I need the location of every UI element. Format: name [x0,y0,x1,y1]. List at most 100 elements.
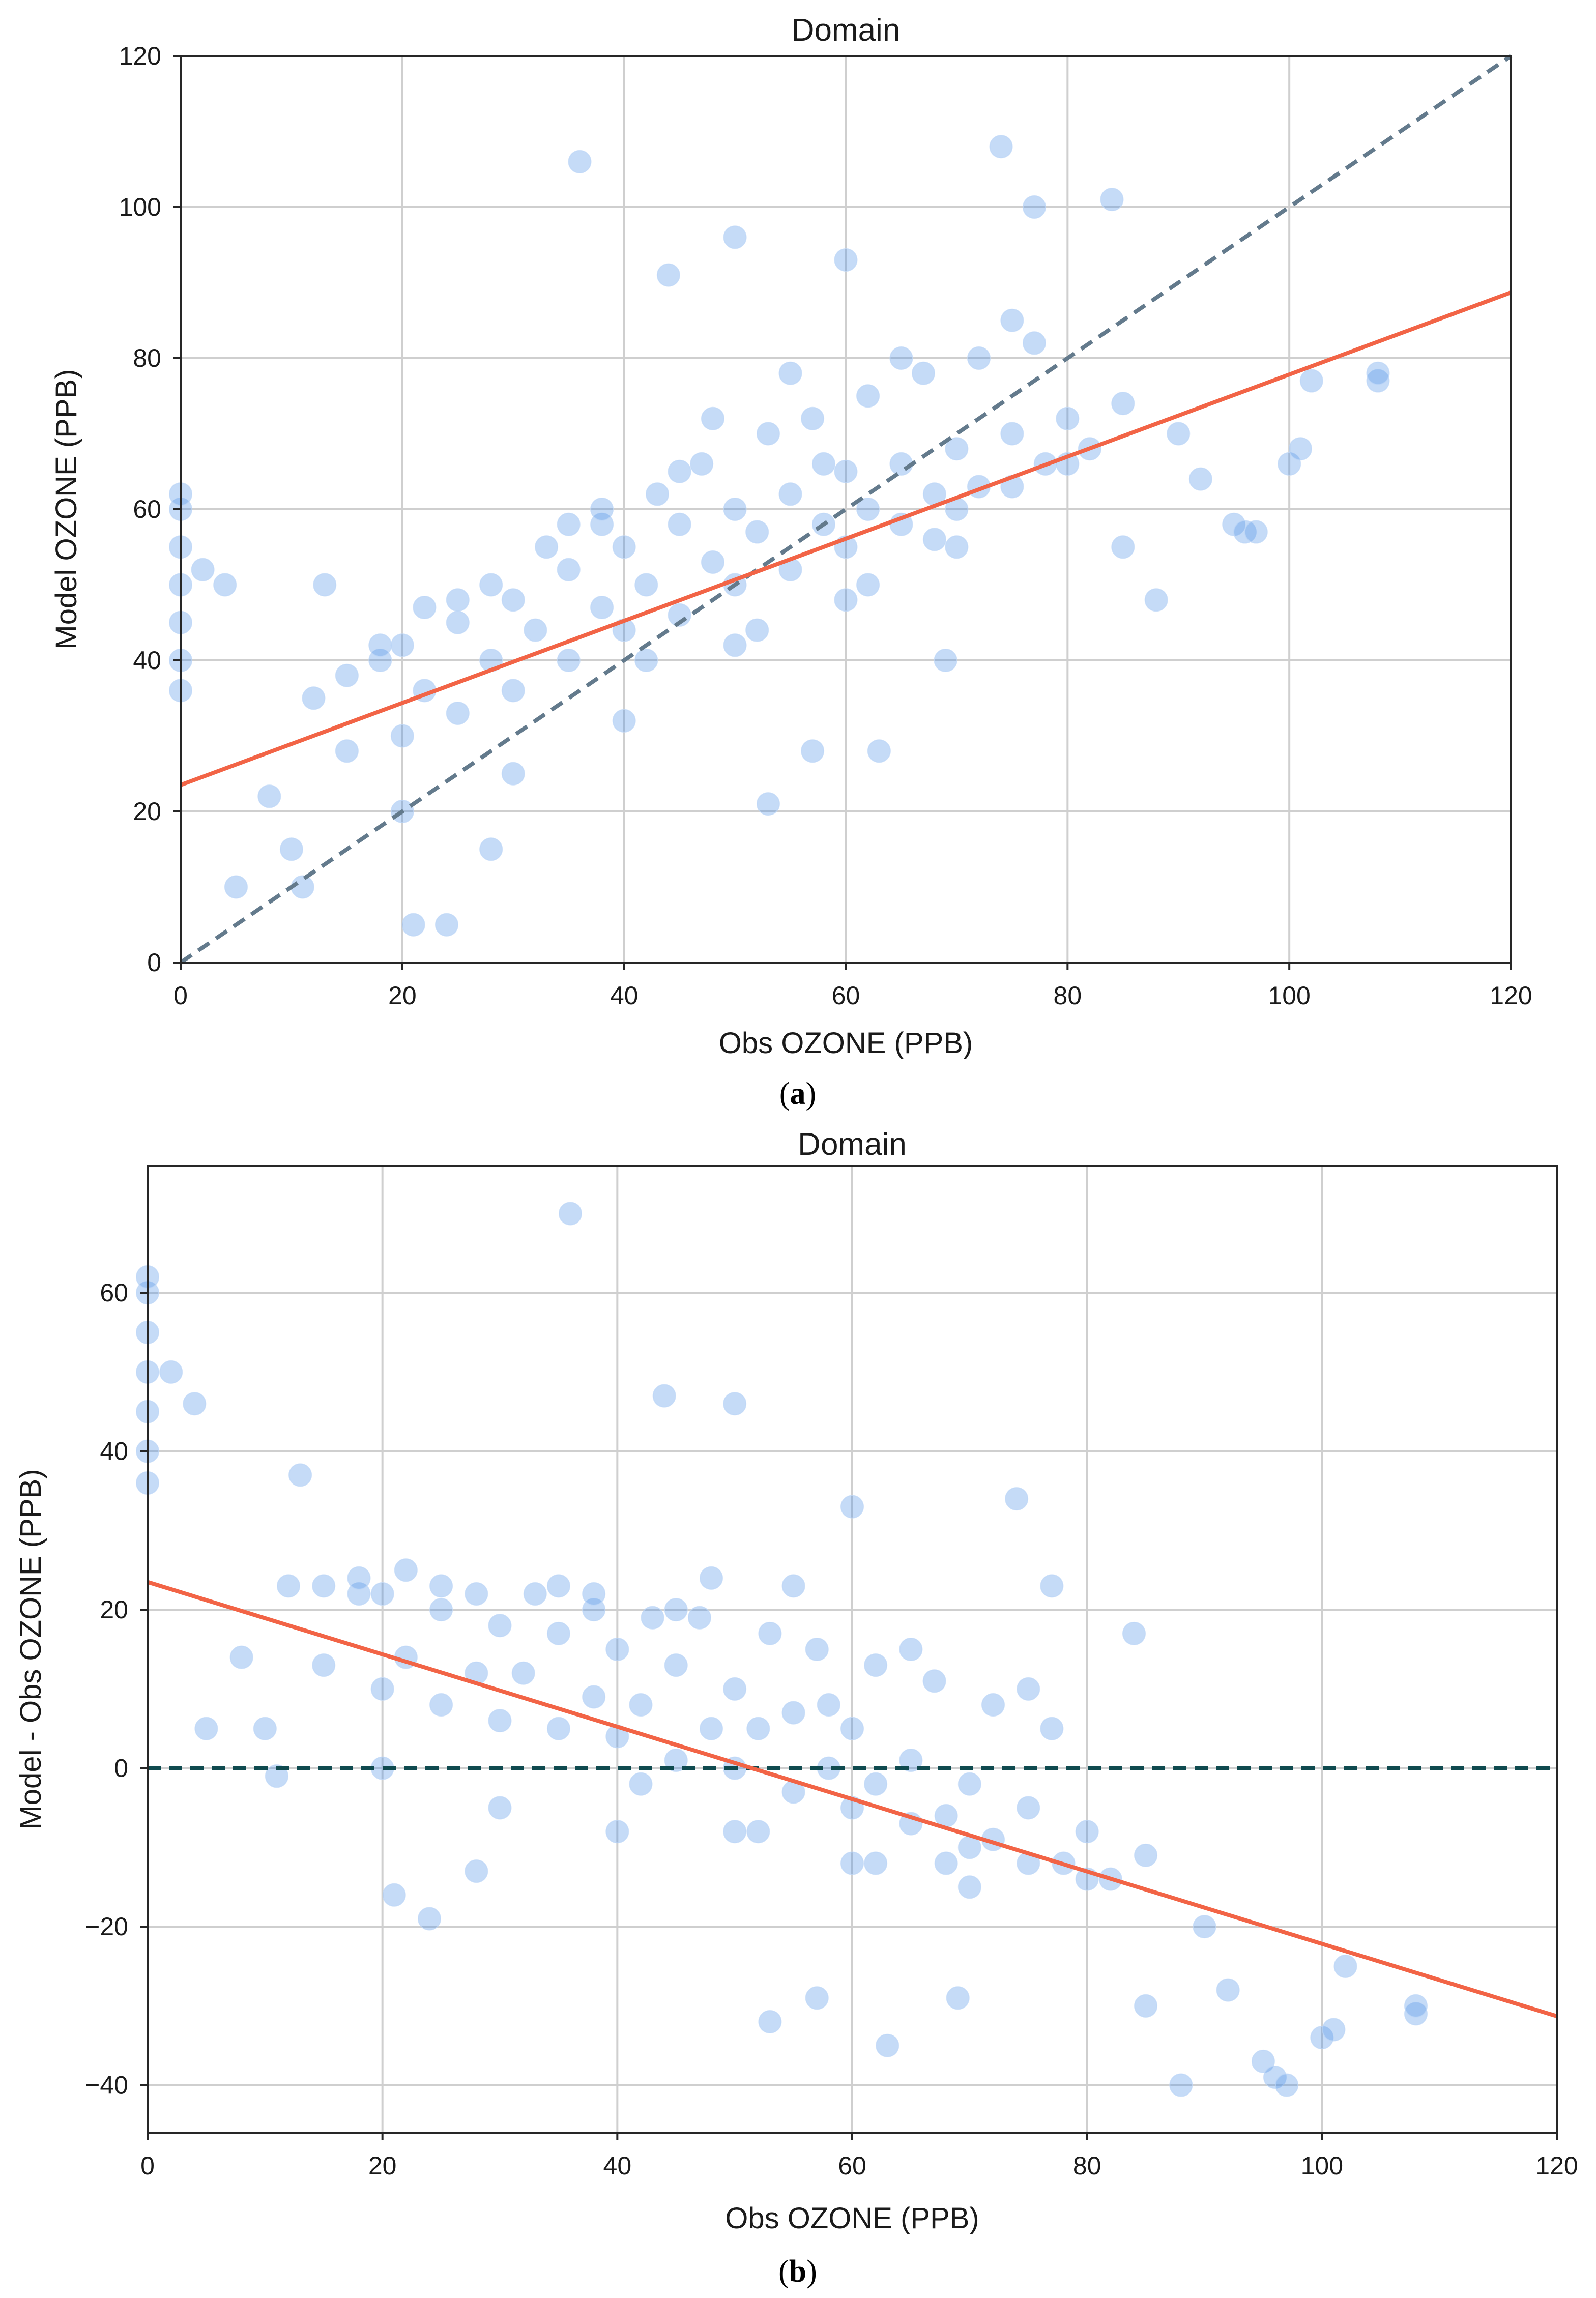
a-data-point [446,701,470,725]
b-data-point [229,1645,253,1669]
a-data-point [1056,406,1080,430]
b-data-point [546,1621,570,1645]
b-data-point [429,1598,453,1622]
a-ticks: 0 20 40 60 80 100 120 0 20 40 60 80 100 120 [119,42,1532,1010]
a-identity-line [179,54,1513,965]
a-data-point [646,482,670,506]
b-data-point [1193,1915,1216,1939]
a-data-point [834,588,858,612]
a-data-point [922,528,946,551]
a-data-point [834,459,858,483]
b-data-point [899,1749,923,1772]
b-y-tick-label: 0 [114,1754,128,1783]
b-data-point [781,1701,805,1725]
b-y-tick-label: −20 [85,1912,128,1941]
b-data-point [194,1717,218,1740]
b-data-point [687,1606,711,1630]
a-data-point [1366,369,1390,393]
a-data-point [557,558,581,581]
b-data-point [840,1851,864,1875]
a-x-tick-label: 100 [1268,981,1310,1010]
a-data-point [390,633,414,657]
a-data-point [501,588,525,612]
b-data-point [253,1717,277,1740]
b-data-point [840,1717,864,1740]
b-data-point [418,1907,441,1931]
a-data-point [1111,535,1135,559]
a-data-point [801,739,825,763]
b-data-point [805,1986,829,2010]
a-panel-letter: a [790,1077,806,1111]
b-data-point [957,1772,981,1796]
b-data-point [629,1693,653,1717]
a-x-tick-label: 60 [832,981,860,1010]
a-data-point [390,724,414,748]
a-data-point [756,422,780,446]
b-data-point [1169,2073,1193,2097]
a-data-point [745,520,769,544]
a-data-point [1299,369,1323,393]
a-data-point [634,573,658,597]
b-data-point [700,1717,723,1740]
b-data-point [876,2033,899,2057]
b-x-tick-label: 60 [838,2151,866,2180]
b-data-point [1134,1843,1158,1867]
a-data-point [668,459,691,483]
b-data-point [1075,1820,1099,1844]
b-data-point [312,1574,336,1598]
b-x-tick-label: 40 [603,2151,632,2180]
a-x-axis-label: Obs OZONE (PPB) [719,1027,973,1060]
a-data-point [524,618,547,642]
b-data-point [723,1820,747,1844]
b-data-point [546,1574,570,1598]
a-data-point [1111,392,1135,416]
b-y-tick-label: 60 [100,1278,128,1307]
a-data-point [801,406,825,430]
b-data-point [899,1638,923,1661]
a-data-point [856,498,880,521]
a-data-point [1022,195,1046,219]
b-data-point [1275,2073,1299,2097]
b-data-point [277,1574,300,1598]
a-x-tick-label: 0 [173,981,188,1010]
b-data-point [465,1582,488,1606]
b-data-point [723,1392,747,1416]
a-data-point [612,709,636,733]
a-data-point [557,512,581,536]
b-data-point [183,1392,207,1416]
b-data-point [817,1693,840,1717]
b-data-point [488,1614,512,1638]
a-y-tick-label: 80 [133,344,161,372]
b-data-point [1005,1487,1029,1511]
a-data-point [413,596,437,620]
b-data-point [758,2010,782,2033]
a-y-axis-label: Model OZONE (PPB) [50,369,83,649]
b-fit-line [147,1580,1558,2018]
a-data-point [590,596,614,620]
b-x-axis-label: Obs OZONE (PPB) [725,2202,979,2235]
b-data-point [934,1851,958,1875]
b-data-point [488,1709,512,1733]
b-data-point [159,1360,183,1384]
a-data-point [945,437,969,461]
a-data-point [446,588,470,612]
a-data-point [856,573,880,597]
b-data-point [1404,2002,1428,2026]
b-data-point [652,1384,676,1408]
a-data-point [368,633,392,657]
b-data-point [370,1582,394,1606]
b-data-point [511,1661,535,1685]
b-data-point [465,1859,488,1883]
a-data-point [723,633,747,657]
b-data-point [370,1677,394,1701]
a-data-point [756,792,780,816]
a-data-point [1000,308,1024,332]
b-data-point [605,1638,629,1661]
a-data-point [401,913,425,937]
b-data-point [1322,2018,1346,2042]
a-data-point [701,550,724,574]
b-x-tick-label: 20 [368,2151,397,2180]
a-data-point [501,762,525,786]
b-data-point [1040,1574,1064,1598]
